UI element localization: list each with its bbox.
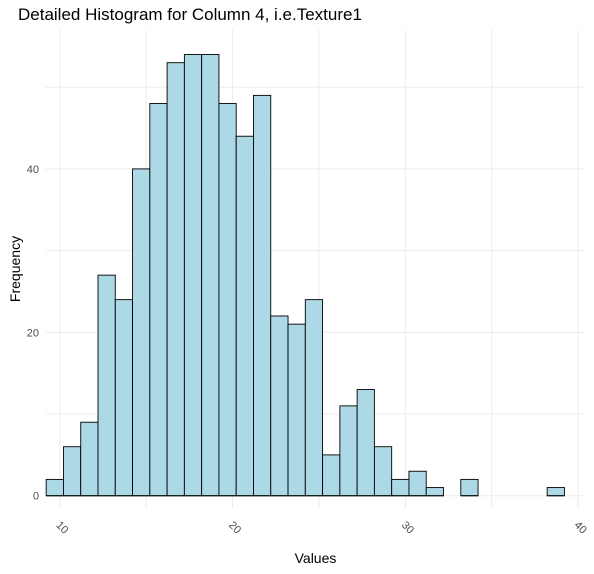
histogram-bar (339, 405, 358, 497)
x-tick-label: 30 (399, 519, 416, 536)
histogram-bar (235, 135, 254, 497)
histogram-bar (460, 478, 479, 497)
histogram-bar (149, 103, 168, 497)
y-tick-label: 0 (33, 491, 39, 503)
histogram-bar (373, 446, 393, 497)
histogram-bar (270, 315, 289, 497)
histogram-bar (80, 421, 99, 497)
x-tick-label: 10 (53, 519, 70, 536)
histogram-bar (218, 103, 237, 497)
chart-title: Detailed Histogram for Column 4, i.e.Tex… (18, 5, 362, 24)
x-tick-label: 20 (226, 519, 243, 536)
histogram-bar (45, 478, 64, 497)
y-tick-label: 20 (27, 327, 39, 339)
axis-tick-labels: 10 20 30 40 0 20 40 (27, 164, 589, 537)
histogram-bar (132, 168, 151, 497)
histogram-bar (97, 274, 116, 497)
histogram-bar (201, 54, 220, 497)
histogram-bar (62, 446, 82, 497)
histogram-bar (391, 478, 410, 497)
histogram-bar (253, 94, 272, 497)
histogram-bar (304, 299, 324, 497)
histogram-bar (425, 487, 444, 497)
histogram-bar (546, 487, 565, 497)
y-tick-label: 40 (27, 164, 39, 176)
histogram-bar (322, 454, 341, 497)
histogram-bar (287, 323, 306, 497)
histogram-bar (408, 470, 427, 497)
x-tick-label: 40 (572, 519, 589, 536)
histogram-bar (166, 62, 185, 497)
histogram-bar (356, 389, 375, 497)
x-axis-title: Values (295, 550, 337, 566)
histogram-bar (114, 299, 134, 497)
histogram-bar (183, 54, 203, 497)
y-axis-title: Frequency (7, 236, 23, 302)
histogram-bars (45, 54, 565, 497)
